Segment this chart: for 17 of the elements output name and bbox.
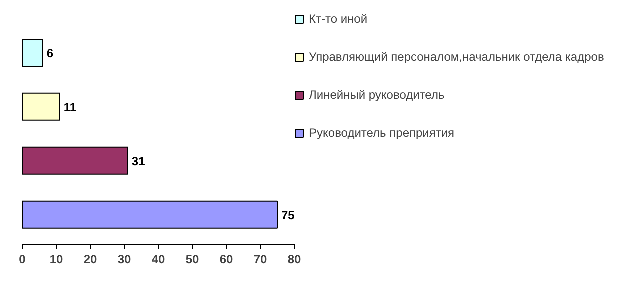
x-tick-label: 50 [186,252,200,266]
legend-label: Управляющий персоналом,начальник отдела кадров [309,50,604,64]
x-tick-label: 70 [254,252,268,266]
x-tick-label: 40 [152,252,166,266]
data-label: 11 [64,100,77,114]
legend-label: Кт-то иной [309,12,368,26]
data-label: 6 [46,46,54,60]
legend-label: Руководитель преприятия [309,126,455,140]
x-tick-label: 60 [220,252,234,266]
x-tick-label: 0 [19,252,26,266]
x-tick-label: 10 [50,252,64,266]
x-tick-label: 30 [118,252,132,266]
legend-label: Линейный руководитель [309,88,445,102]
x-tick-label: 20 [84,252,98,266]
data-label: 31 [132,154,146,168]
x-tick-label: 80 [288,252,302,266]
data-label: 75 [282,208,296,222]
